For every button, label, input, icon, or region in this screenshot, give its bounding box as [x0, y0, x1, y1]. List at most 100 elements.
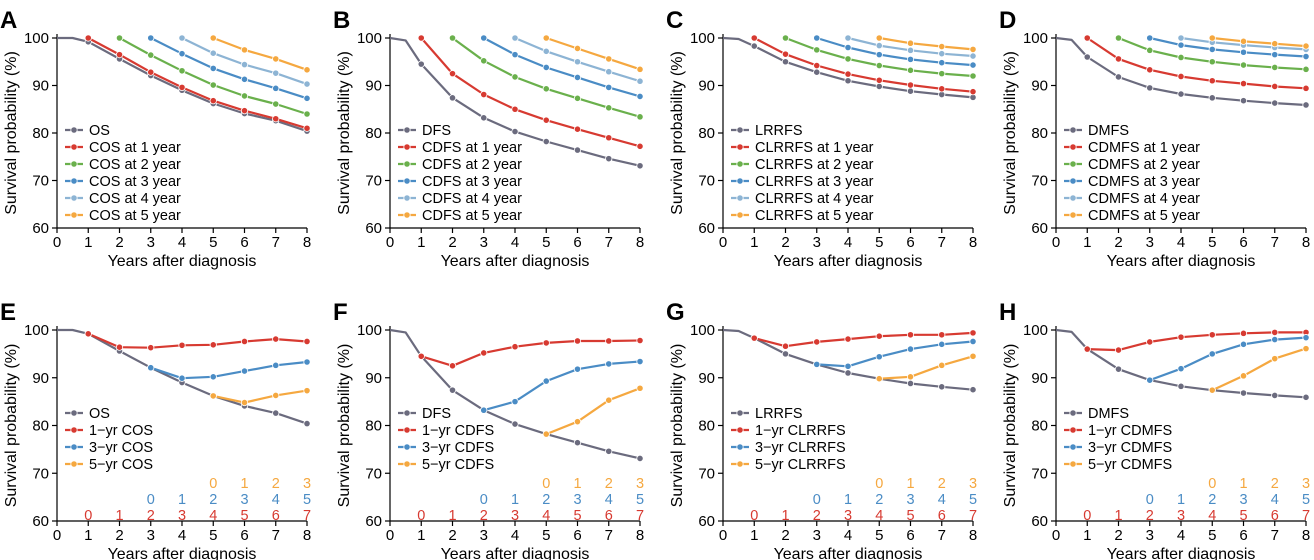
risk-row-label: 5	[1302, 492, 1310, 508]
risk-row-label: 4	[272, 492, 280, 508]
data-point	[875, 82, 883, 91]
x-tick-label: 8	[969, 527, 977, 544]
x-tick-label: 8	[303, 234, 311, 251]
legend-swatch-marker	[1069, 160, 1077, 168]
legend-swatch-marker	[403, 211, 411, 219]
data-point	[844, 34, 852, 42]
data-point	[511, 343, 519, 351]
data-point	[875, 76, 883, 84]
y-tick-label: 100	[357, 30, 382, 47]
x-tick-label: 0	[386, 234, 394, 251]
legend-label: CDFS at 4 year	[422, 191, 522, 207]
risk-row-label: 0	[875, 476, 883, 492]
data-point	[636, 357, 644, 366]
series-line-2	[483, 360, 641, 412]
x-tick-label: 7	[1271, 527, 1279, 544]
panel-letter: C	[666, 7, 683, 34]
data-point	[573, 418, 582, 426]
x-tick-label: 0	[719, 234, 727, 251]
data-point	[636, 92, 644, 101]
risk-row-label: 0	[1083, 508, 1091, 524]
data-point	[448, 386, 457, 394]
series-line-0	[722, 36, 974, 99]
x-tick-label: 8	[969, 234, 977, 251]
legend-label: COS at 1 year	[89, 140, 181, 156]
data-point	[1177, 72, 1185, 81]
risk-row-label: 4	[542, 508, 550, 524]
data-point	[938, 42, 946, 51]
risk-row-label: 2	[542, 492, 550, 508]
y-tick-label: 80	[1031, 125, 1048, 142]
data-point	[938, 70, 946, 78]
data-point	[1177, 53, 1185, 62]
data-point	[636, 142, 644, 150]
data-point	[1302, 65, 1310, 73]
data-point	[417, 34, 425, 42]
risk-row-label: 5	[573, 508, 581, 524]
data-point	[240, 398, 249, 407]
data-point	[511, 398, 519, 406]
x-tick-label: 1	[84, 527, 92, 544]
data-point	[1271, 328, 1279, 336]
legend-swatch-marker	[736, 460, 744, 468]
risk-row-label: 1	[511, 492, 519, 508]
risk-row-label: 1	[448, 508, 456, 524]
data-point	[303, 66, 311, 74]
y-axis-title: Survival probability (%)	[3, 51, 20, 215]
risk-row-label: 3	[1302, 476, 1310, 492]
risk-row-label: 6	[605, 508, 613, 524]
data-point	[240, 92, 249, 100]
data-point	[813, 61, 821, 70]
data-point	[115, 343, 124, 351]
x-tick-label: 2	[781, 527, 789, 544]
legend-label: CLRRFS at 1 year	[755, 140, 874, 156]
data-point	[906, 373, 915, 381]
data-point	[844, 362, 852, 370]
data-point	[240, 60, 249, 69]
series-line-0	[57, 36, 308, 133]
data-point	[938, 340, 946, 348]
risk-row-label: 2	[875, 492, 883, 508]
y-tick-label: 60	[32, 513, 49, 530]
data-point	[240, 107, 249, 115]
series-line-3	[483, 37, 641, 98]
data-point	[636, 454, 644, 463]
panel-letter: B	[333, 7, 350, 34]
x-tick-label: 8	[1302, 234, 1310, 251]
data-point	[480, 34, 488, 42]
panel-letter: F	[333, 299, 348, 326]
legend-swatch-marker	[403, 143, 411, 151]
data-point	[303, 337, 311, 346]
legend-label: LRRFS	[755, 406, 803, 422]
risk-row-label: 0	[750, 508, 758, 524]
series-line-3	[816, 36, 974, 67]
legend-swatch-marker	[736, 160, 744, 168]
data-point	[480, 114, 488, 122]
risk-row-label: 0	[209, 476, 217, 492]
data-point	[938, 50, 946, 58]
data-point	[573, 73, 582, 82]
legend-label: OS	[89, 123, 110, 139]
series-line-1	[753, 37, 974, 93]
data-point	[969, 72, 977, 80]
legend-swatch-marker	[403, 443, 411, 451]
data-point	[1177, 90, 1185, 98]
data-point	[781, 350, 790, 358]
legend-label: CDFS at 5 year	[422, 208, 522, 224]
data-point	[875, 332, 883, 340]
data-point	[781, 342, 790, 350]
legend-swatch-marker	[1069, 194, 1077, 202]
x-axis-title: Years after diagnosis	[1107, 546, 1256, 560]
risk-row-label: 4	[209, 508, 217, 524]
data-point	[542, 47, 550, 55]
data-point	[1114, 34, 1123, 42]
x-tick-label: 6	[1239, 234, 1247, 251]
legend-label: CDMFS at 3 year	[1088, 174, 1200, 190]
legend-label: CLRRFS at 4 year	[755, 191, 874, 207]
legend-label: LRRFS	[755, 123, 803, 139]
series-line-1	[420, 37, 641, 148]
series-line-1	[1087, 331, 1306, 352]
legend-label: COS at 2 year	[89, 157, 181, 173]
x-tick-label: 4	[1177, 527, 1185, 544]
data-point	[906, 46, 915, 54]
